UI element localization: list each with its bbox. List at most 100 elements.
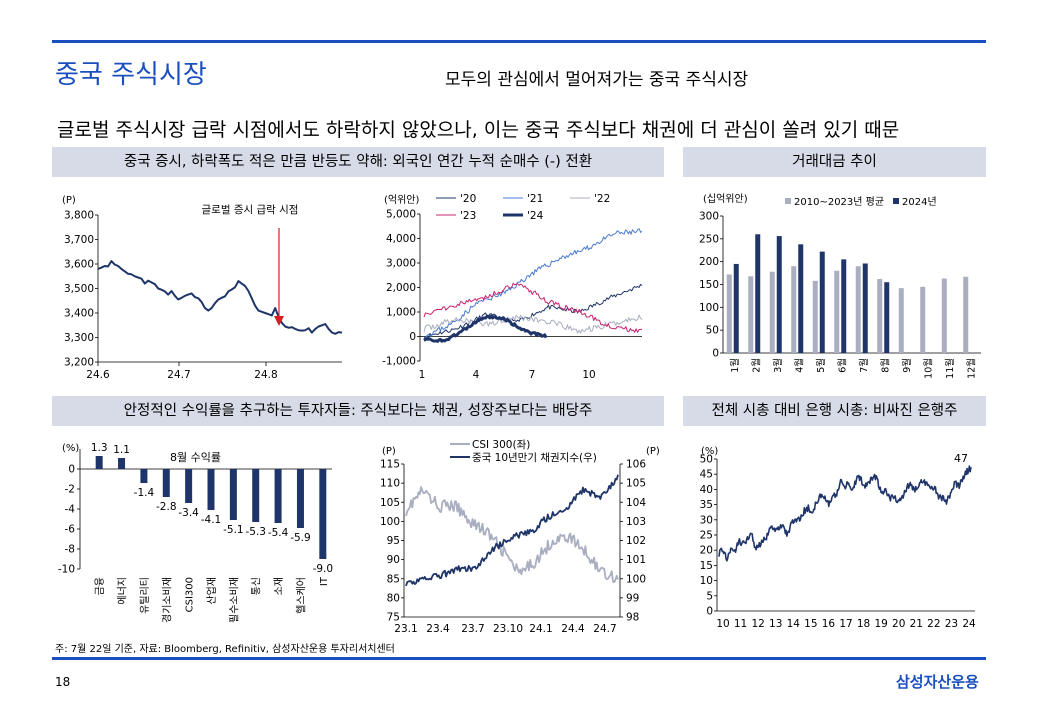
chart2-series-4	[423, 314, 548, 343]
chart5-y-tick-left: 115	[380, 459, 400, 471]
chart4-x-tick: 필수소비재	[228, 577, 240, 623]
chart4-y-tick: -10	[58, 564, 75, 576]
chart6-y-tick: 25	[700, 530, 713, 542]
brand-logo-text: 삼성자산운용	[896, 673, 979, 691]
chart4-value-label: -5.4	[268, 527, 289, 539]
chart2-y-tick: 5,000	[386, 209, 416, 221]
chart1-x-tick: 24.7	[167, 369, 190, 381]
chart2-y-tick: 0	[409, 331, 416, 343]
chart6-y-tick: 30	[700, 514, 713, 526]
chart3-x-tick: 12월	[965, 358, 977, 379]
chart5-y-tick-right: 99	[626, 592, 639, 604]
chart4-value-label: -3.4	[178, 507, 199, 519]
top-rule	[52, 40, 986, 43]
chart3-x-tick: 11월	[944, 358, 956, 379]
chart3-bar-avg	[791, 266, 797, 353]
chart6-x-tick: 13	[769, 618, 782, 630]
chart6-y-tick: 20	[700, 545, 713, 557]
chart4-value-label: -1.4	[134, 487, 155, 499]
chart3-x-tick: 9월	[901, 358, 913, 373]
chart4-value-label: 1.3	[91, 442, 108, 454]
chart2-y-tick: 1,000	[386, 307, 416, 319]
chart5-x-tick: 24.1	[529, 623, 552, 635]
chart4-bar	[229, 469, 237, 520]
chart5-csi300-line	[405, 486, 619, 584]
chart2-legend-label: '23	[460, 210, 476, 222]
chart4-x-tick: 통신	[251, 577, 263, 595]
chart3-bar-2024	[841, 259, 847, 353]
chart6-x-tick: 12	[751, 618, 764, 630]
chart1-annotation: 글로벌 증시 급락 시점	[202, 204, 299, 216]
chart2-series-1	[423, 228, 643, 340]
chart1-x-tick: 24.8	[254, 369, 277, 381]
chart1-y-tick: 3,800	[64, 210, 94, 222]
chart3-y-tick: 50	[706, 325, 719, 337]
chart3-bar-avg	[941, 278, 947, 353]
chart5-y-tick-left: 100	[380, 516, 400, 528]
chart4-bar	[296, 469, 304, 528]
chart3-legend-label: 2010~2023년 평균	[794, 196, 884, 208]
chart5-x-tick: 23.1	[394, 623, 417, 635]
chart3-bar-avg	[920, 286, 926, 353]
chart6-x-tick: 11	[734, 618, 747, 630]
chart4-value-label: -4.1	[201, 514, 222, 526]
chart1-arrow-head	[274, 316, 284, 326]
chart1-y-tick: 3,400	[64, 308, 94, 320]
chart6-y-tick: 50	[700, 454, 713, 466]
chart6-y-tick: 5	[706, 590, 713, 602]
chart4-value-label: 1.1	[113, 444, 130, 456]
chart4-x-tick: 경기소비재	[160, 577, 173, 623]
chart3-bar-avg	[769, 271, 775, 353]
chart4-x-tick: 산업재	[205, 577, 218, 605]
chart2-legend-label: '21	[527, 193, 543, 205]
chart6-annotation: 47	[954, 452, 968, 465]
chart3-bar-avg	[726, 274, 732, 353]
chart4-unit: (%)	[62, 443, 79, 454]
chart2-series-3	[423, 282, 642, 333]
chart2-series-0	[423, 283, 643, 339]
chart4-bar	[162, 469, 170, 497]
chart5-x-tick: 23.7	[461, 623, 484, 635]
chart4-value-label: -5.9	[290, 532, 311, 544]
chart6-unit: (%)	[701, 446, 718, 457]
chart4-bar	[95, 456, 103, 469]
chart2-legend-label: '24	[527, 210, 544, 222]
chart4-y-tick: -4	[65, 504, 76, 516]
chart4-x-tick: 에너지	[117, 577, 129, 605]
chart4-x-tick: IT	[319, 576, 330, 586]
chart4-x-tick: 소재	[273, 577, 285, 595]
chart6-x-tick: 17	[839, 618, 852, 630]
chart1-unit: (P)	[62, 195, 76, 206]
chart4-x-tick: 금융	[94, 577, 106, 595]
chart6-x-tick: 23	[945, 618, 958, 630]
chart6-x-tick: 19	[874, 618, 887, 630]
chart5-y-tick-left: 110	[380, 478, 400, 490]
chart2-y-tick: -1,000	[382, 356, 416, 368]
chart5-y-tick-right: 106	[626, 459, 646, 471]
chart6-y-tick: 0	[706, 606, 713, 618]
chart3-legend-swatch-2024	[893, 198, 899, 204]
chart3-bar-avg	[748, 276, 754, 353]
chart4-y-tick: -2	[65, 484, 75, 496]
chart5-y-tick-left: 95	[387, 535, 400, 547]
chart6-y-tick: 15	[700, 560, 713, 572]
chart3-bar-2024	[755, 234, 761, 353]
chart1-y-tick: 3,200	[64, 357, 94, 369]
chart5-y-tick-left: 105	[380, 497, 400, 509]
chart1-y-tick: 3,300	[64, 332, 94, 344]
chart3-y-tick: 150	[699, 279, 719, 291]
chart4-bar	[319, 469, 327, 559]
chart3-x-tick: 6월	[836, 358, 848, 373]
chart5-x-tick: 23.10	[493, 623, 523, 635]
chart5-bond-index-line	[405, 474, 619, 587]
chart3-x-tick: 1월	[729, 358, 741, 373]
chart3-bar-2024	[819, 251, 825, 353]
chart5-legend-label: 중국 10년만기 채권지수(우)	[472, 452, 597, 464]
chart5-y-tick-right: 98	[626, 612, 639, 624]
chart5-unit-left: (P)	[382, 446, 396, 457]
chart3-y-tick: 300	[699, 211, 719, 223]
bottom-rule	[52, 657, 986, 660]
chart1-y-tick: 3,700	[64, 234, 94, 246]
chart2-legend-label: '22	[594, 193, 610, 205]
chart4-bar	[140, 469, 148, 483]
